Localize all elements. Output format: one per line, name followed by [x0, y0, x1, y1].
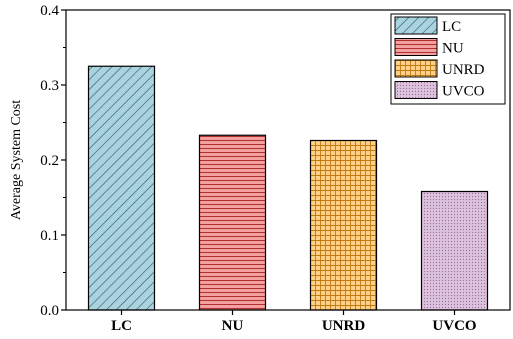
bar-unrd — [309, 139, 378, 311]
y-tick-label: 0.3 — [40, 78, 59, 94]
legend-label: UNRD — [442, 62, 485, 78]
legend-swatch-lc — [394, 16, 438, 35]
x-category-label: LC — [111, 318, 132, 334]
legend-label: UVCO — [442, 84, 485, 100]
y-tick-label: 0.1 — [40, 228, 59, 244]
bars-group — [87, 65, 489, 311]
y-tick-label: 0.4 — [40, 3, 59, 19]
legend-swatch-uvco — [394, 81, 438, 99]
legend-label: LC — [442, 19, 461, 35]
y-axis-ticks: 0.0 0.1 0.2 0.3 0.4 — [40, 3, 66, 319]
bar-lc — [87, 65, 156, 311]
legend-swatch-unrd — [394, 59, 438, 78]
x-category-label: UVCO — [432, 318, 476, 334]
bar-uvco — [420, 190, 489, 311]
x-category-label: NU — [222, 318, 244, 334]
y-tick-label: 0.0 — [40, 303, 59, 319]
bar-nu — [198, 134, 267, 311]
x-category-label: UNRD — [322, 318, 365, 334]
plot-frame — [65, 9, 511, 311]
y-tick-label: 0.2 — [40, 153, 59, 169]
legend-label: NU — [442, 41, 464, 57]
legend-swatch-nu — [394, 38, 438, 56]
x-axis-categories: LC NU UNRD UVCO — [111, 310, 477, 334]
legend: LC NU UNRD UVCO — [390, 13, 506, 105]
y-axis-title: Average System Cost — [9, 100, 24, 220]
